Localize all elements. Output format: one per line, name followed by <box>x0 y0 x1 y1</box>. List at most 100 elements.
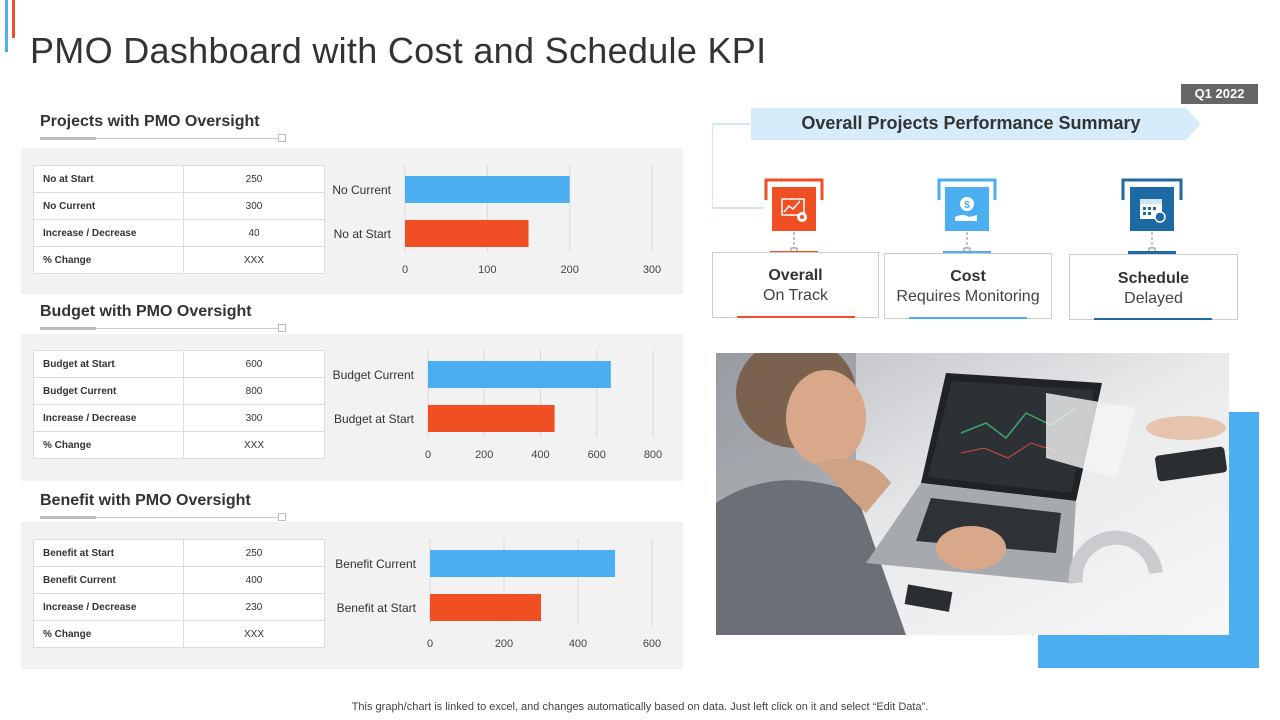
bar[interactable] <box>405 176 570 203</box>
kpi-status-bar <box>737 316 855 318</box>
bar-chart-projects[interactable]: 0 100 200 300 No Current No at Start <box>320 160 680 288</box>
footer-note: This graph/chart is linked to excel, and… <box>351 701 929 713</box>
kpi-card-overall: Overall On Track <box>712 252 879 318</box>
row-value: 300 <box>183 404 325 432</box>
kpi-label: Overall <box>768 267 823 284</box>
x-tick-label: 100 <box>478 264 496 276</box>
x-tick-label: 0 <box>402 264 408 276</box>
row-value: XXX <box>183 431 325 459</box>
table-row: % Change XXX <box>33 246 325 274</box>
section-title-budget: Budget with PMO Oversight <box>40 303 252 320</box>
x-tick-label: 200 <box>495 638 513 650</box>
x-tick-label: 200 <box>475 449 493 461</box>
x-tick-label: 400 <box>531 449 549 461</box>
period-badge: Q1 2022 <box>1181 84 1258 104</box>
section-title-projects: Projects with PMO Oversight <box>40 113 260 130</box>
kpi-card-schedule: Schedule Delayed <box>1069 254 1238 320</box>
table-row: Increase / Decrease 40 <box>33 219 325 247</box>
bar-chart-benefit[interactable]: 0 200 400 600 Benefit Current Benefit at Star… <box>320 534 680 662</box>
x-tick-label: 600 <box>588 449 606 461</box>
kpi-status-bar <box>909 317 1027 319</box>
row-label: Increase / Decrease <box>33 219 184 247</box>
kpi-icon-cost: $ <box>945 187 989 231</box>
kpi-label: Cost <box>950 268 986 285</box>
row-value: 250 <box>183 165 325 193</box>
table-row: Budget at Start 600 <box>33 350 325 378</box>
row-value: 40 <box>183 219 325 247</box>
x-tick-label: 0 <box>425 449 431 461</box>
x-tick-label: 0 <box>427 638 433 650</box>
row-label: % Change <box>33 246 184 274</box>
row-value: 300 <box>183 192 325 220</box>
x-tick-label: 200 <box>560 264 578 276</box>
section-underline <box>40 513 286 521</box>
row-label: Increase / Decrease <box>33 404 184 432</box>
row-label: No Current <box>33 192 184 220</box>
kpi-status: Requires Monitoring <box>896 288 1040 305</box>
section-underline <box>40 134 286 142</box>
bar[interactable] <box>430 550 615 577</box>
bar-chart-budget[interactable]: 0 200 400 600 800 Budget Current Budget at Sta… <box>320 345 680 473</box>
table-row: No Current 300 <box>33 192 325 220</box>
row-label: % Change <box>33 431 184 459</box>
row-value: 250 <box>183 539 325 567</box>
row-value: 800 <box>183 377 325 405</box>
summary-connector <box>712 123 764 209</box>
row-label: No at Start <box>33 165 184 193</box>
analytics-icon <box>781 198 807 222</box>
kpi-card-cost: Cost Requires Monitoring <box>884 253 1052 319</box>
table-row: Increase / Decrease 300 <box>33 404 325 432</box>
table-budget: Budget at Start 600 Budget Current 800 Inc… <box>33 350 325 459</box>
bar[interactable] <box>428 405 555 432</box>
chart-budget[interactable]: 0 200 400 600 800 Budget Current Budget at Sta… <box>320 345 680 478</box>
bar[interactable] <box>405 220 529 247</box>
table-projects: No at Start 250 No Current 300 Increase / … <box>33 165 325 274</box>
row-value: 600 <box>183 350 325 378</box>
chart-projects[interactable]: 0 100 200 300 No Current No at Start <box>320 160 680 293</box>
svg-text:$: $ <box>964 200 970 211</box>
kpi-status: Delayed <box>1124 290 1183 307</box>
x-tick-label: 400 <box>569 638 587 650</box>
kpi-connectors <box>764 178 1183 255</box>
kpi-label: Schedule <box>1117 270 1190 287</box>
header-accent-red <box>12 0 15 38</box>
kpi-icon-overall <box>772 187 816 231</box>
row-value: 400 <box>183 566 325 594</box>
table-row: % Change XXX <box>33 620 325 648</box>
chart-benefit[interactable]: 0 200 400 600 Benefit Current Benefit at Star… <box>320 534 680 667</box>
x-tick-label: 300 <box>643 264 661 276</box>
category-label: Benefit Current <box>335 557 416 571</box>
row-label: Increase / Decrease <box>33 593 184 621</box>
row-label: % Change <box>33 620 184 648</box>
table-row: Benefit at Start 250 <box>33 539 325 567</box>
row-label: Budget at Start <box>33 350 184 378</box>
calendar-icon <box>1140 199 1166 223</box>
category-label: No Current <box>332 183 391 197</box>
table-row: Increase / Decrease 230 <box>33 593 325 621</box>
category-label: No at Start <box>334 227 392 241</box>
row-value: XXX <box>183 620 325 648</box>
bar[interactable] <box>430 594 541 621</box>
kpi-status: On Track <box>763 287 828 304</box>
table-benefit: Benefit at Start 250 Benefit Current 400 I… <box>33 539 325 648</box>
row-label: Budget Current <box>33 377 184 405</box>
person-laptop-image <box>716 353 1229 635</box>
table-row: Budget Current 800 <box>33 377 325 405</box>
category-label: Benefit at Start <box>337 601 417 615</box>
bar[interactable] <box>428 361 611 388</box>
money-hand-icon: $ <box>955 197 977 221</box>
table-row: % Change XXX <box>33 431 325 459</box>
category-label: Budget Current <box>333 368 415 382</box>
row-label: Benefit at Start <box>33 539 184 567</box>
row-value: XXX <box>183 246 325 274</box>
row-label: Benefit Current <box>33 566 184 594</box>
kpi-status-bar <box>1094 318 1212 320</box>
summary-title: Overall Projects Performance Summary <box>801 113 1141 133</box>
header-accent-blue <box>5 0 8 52</box>
section-title-benefit: Benefit with PMO Oversight <box>40 492 251 509</box>
kpi-icon-schedule <box>1130 187 1174 231</box>
x-tick-label: 800 <box>644 449 662 461</box>
x-tick-label: 600 <box>643 638 661 650</box>
section-underline <box>40 324 286 332</box>
category-label: Budget at Start <box>334 412 415 426</box>
